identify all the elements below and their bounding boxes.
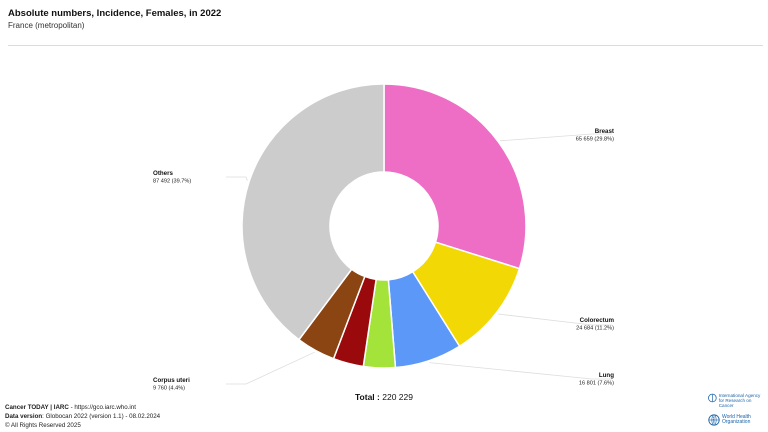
header-divider	[8, 45, 763, 46]
footer-source-name: Cancer TODAY | IARC	[5, 404, 69, 411]
footer-version-label: Data version	[5, 413, 43, 420]
chart-header: Absolute numbers, Incidence, Females, in…	[8, 8, 221, 31]
iarc-logo-line1: International Agency	[718, 393, 761, 398]
leader-line-others	[226, 176, 248, 181]
slice-value-corpus-uteri: 9 760 (4.4%)	[153, 386, 185, 392]
footer-version-value: : Globocan 2022 (version 1.1) - 08.02.20…	[42, 413, 161, 420]
slice-name-colorectum: Colorectum	[580, 317, 615, 324]
leader-lines	[226, 133, 612, 385]
leader-line-lung	[429, 362, 612, 380]
slice-value-lung: 16 801 (7.6%)	[579, 381, 614, 387]
slice-value-breast: 65 659 (29.8%)	[576, 137, 614, 143]
chart-title: Absolute numbers, Incidence, Females, in…	[8, 8, 222, 19]
slice-name-others: Others	[153, 170, 174, 177]
iarc-logo-text: International Agency for Research on Can…	[719, 393, 766, 408]
chart-total: Total : 220 229	[0, 392, 768, 402]
total-label: Total :	[355, 392, 380, 402]
leader-line-colorectum	[497, 313, 612, 326]
slice-value-colorectum: 24 684 (11.2%)	[576, 326, 614, 332]
who-logo-line2: Organization	[722, 419, 751, 425]
iarc-logo-line2: for Research on Cancer	[718, 398, 752, 408]
slice-name-lung: Lung	[599, 372, 614, 379]
chart-subtitle: France (metropolitan)	[8, 21, 85, 30]
footer-source: Cancer TODAY | IARC - https://gco.iarc.w…	[5, 403, 160, 412]
leader-line-corpus-uteri	[226, 351, 315, 385]
footer: Cancer TODAY | IARC - https://gco.iarc.w…	[5, 403, 160, 430]
slice-name-corpus-uteri: Corpus uteri	[153, 377, 190, 384]
footer-version: Data version: Globocan 2022 (version 1.1…	[5, 412, 160, 421]
who-emblem-icon	[708, 414, 720, 426]
who-logo-line1: World Health	[722, 413, 751, 420]
iarc-emblem-icon	[708, 393, 717, 403]
slice-labels: Breast 65 659 (29.8%) Colorectum 24 684 (11…	[153, 128, 614, 392]
who-logo-text: World Health Organization	[722, 413, 751, 426]
footer-copyright: © All Rights Reserved 2025	[5, 422, 81, 429]
who-logo: World Health Organization	[708, 414, 766, 426]
slice-others[interactable]	[241, 83, 385, 341]
slice-breast[interactable]	[383, 83, 527, 270]
donut-slices	[241, 83, 527, 369]
slice-value-others: 87 492 (39.7%)	[153, 179, 191, 185]
partner-logos: International Agency for Research on Can…	[708, 393, 766, 426]
slice-name-breast: Breast	[595, 128, 614, 135]
footer-source-url[interactable]: - https://gco.iarc.who.int	[68, 404, 136, 411]
iarc-logo: International Agency for Research on Can…	[708, 393, 766, 408]
total-value: 220 229	[382, 392, 413, 402]
leader-line-breast	[500, 133, 612, 142]
